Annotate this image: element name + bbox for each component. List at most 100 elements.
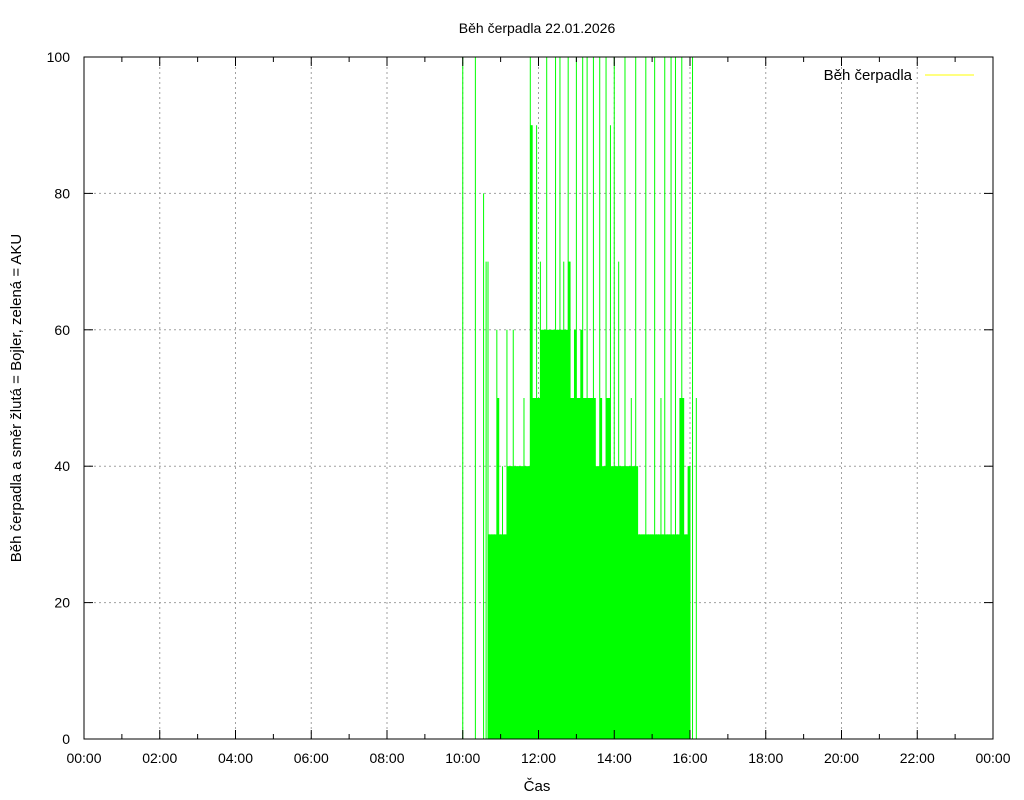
data-bar: [561, 329, 564, 739]
data-bar: [580, 329, 583, 739]
data-bar: [549, 329, 552, 739]
data-bar: [601, 466, 605, 739]
data-bar: [620, 466, 624, 739]
data-bar: [658, 534, 661, 739]
data-bar: [683, 534, 687, 739]
data-bar: [656, 534, 659, 739]
data-bar: [610, 466, 613, 739]
data-bar: [635, 466, 638, 739]
data-bar: [540, 329, 543, 739]
x-tick-label: 14:00: [597, 750, 632, 766]
data-bar: [623, 466, 625, 739]
plot-frame: [83, 56, 994, 740]
data-bar: [574, 329, 577, 739]
data-bar: [502, 534, 506, 739]
data-bar: [585, 398, 588, 739]
x-tick-label: 06:00: [294, 750, 329, 766]
x-tick-label: 08:00: [369, 750, 404, 766]
y-tick-label: 100: [47, 49, 71, 65]
data-bar: [555, 329, 558, 739]
axis-layer: [83, 56, 994, 740]
x-tick-label: 04:00: [218, 750, 253, 766]
data-bar: [679, 398, 682, 739]
data-bar: [546, 329, 550, 739]
data-bar: [536, 398, 539, 739]
data-bar: [505, 534, 507, 739]
data-bar: [551, 329, 554, 739]
data-bar: [616, 466, 619, 739]
data-bar: [525, 466, 529, 739]
data-bar: [671, 534, 674, 739]
data-bar: [642, 534, 644, 739]
data-bar: [517, 466, 520, 739]
data-bar: [513, 466, 516, 739]
y-tick-label: 40: [54, 458, 70, 474]
data-bar: [591, 398, 594, 739]
data-bar: [509, 466, 512, 739]
data-bar: [614, 466, 617, 739]
data-bar: [681, 398, 684, 739]
data-bar: [496, 398, 499, 739]
x-tick-label: 16:00: [672, 750, 707, 766]
data-bar: [528, 466, 531, 739]
data-bar: [673, 534, 676, 739]
chart-title: Běh čerpadla 22.01.2026: [459, 20, 616, 36]
data-bar: [629, 466, 632, 739]
data-bar: [519, 466, 523, 739]
data-bar: [595, 466, 598, 739]
data-bar: [686, 534, 689, 739]
data-bar: [626, 466, 630, 739]
x-tick-label: 00:00: [66, 750, 101, 766]
x-tick-label: 12:00: [521, 750, 556, 766]
data-bar: [534, 398, 537, 739]
data-bar: [599, 398, 602, 739]
data-bar: [494, 534, 497, 739]
data-bar: [589, 398, 592, 739]
tick-label-layer: 0 20 40 60 80 100 00:00 02:00 04:00 06:00 08:00 10:…: [47, 49, 1011, 766]
data-bar: [669, 534, 672, 739]
data-bar: [538, 398, 541, 739]
data-bar: [645, 534, 649, 739]
data-bar: [652, 534, 655, 739]
data-bar: [648, 534, 651, 739]
data-bar: [639, 534, 643, 739]
y-tick-label: 20: [54, 595, 70, 611]
x-tick-label: 02:00: [142, 750, 177, 766]
data-bar: [559, 329, 562, 739]
data-bar: [582, 398, 586, 739]
data-bar: [654, 534, 657, 739]
x-tick-label: 00:00: [975, 750, 1010, 766]
data-bar: [532, 398, 535, 739]
data-bar: [618, 466, 621, 739]
data-bar: [491, 534, 495, 739]
data-bar: [677, 534, 680, 739]
data-bar: [553, 329, 556, 739]
data-bar: [624, 466, 627, 739]
y-tick-label: 60: [54, 322, 70, 338]
legend-label: Běh čerpadla: [824, 67, 913, 84]
data-bar: [607, 398, 611, 739]
data-bar: [662, 534, 665, 739]
data-bar: [675, 534, 678, 739]
y-axis-label: Běh čerpadla a směr žlutá = Bojler, zele…: [8, 234, 25, 563]
data-bar: [488, 534, 490, 739]
data-bar: [593, 398, 596, 739]
data-bar: [606, 398, 608, 739]
data-bar: [587, 398, 589, 739]
x-tick-label: 10:00: [445, 750, 480, 766]
x-tick-label: 22:00: [900, 750, 935, 766]
data-bar: [511, 466, 514, 739]
data-bar: [576, 398, 579, 739]
data-bar: [637, 534, 640, 739]
x-tick-label: 20:00: [824, 750, 859, 766]
data-bar: [650, 534, 653, 739]
data-bar: [489, 534, 492, 739]
data-bar: [530, 125, 533, 739]
data-bar: [571, 398, 575, 739]
data-layer: [462, 57, 697, 739]
x-axis-label: Čas: [524, 778, 551, 795]
data-bar: [578, 398, 581, 739]
data-bar: [557, 329, 560, 739]
